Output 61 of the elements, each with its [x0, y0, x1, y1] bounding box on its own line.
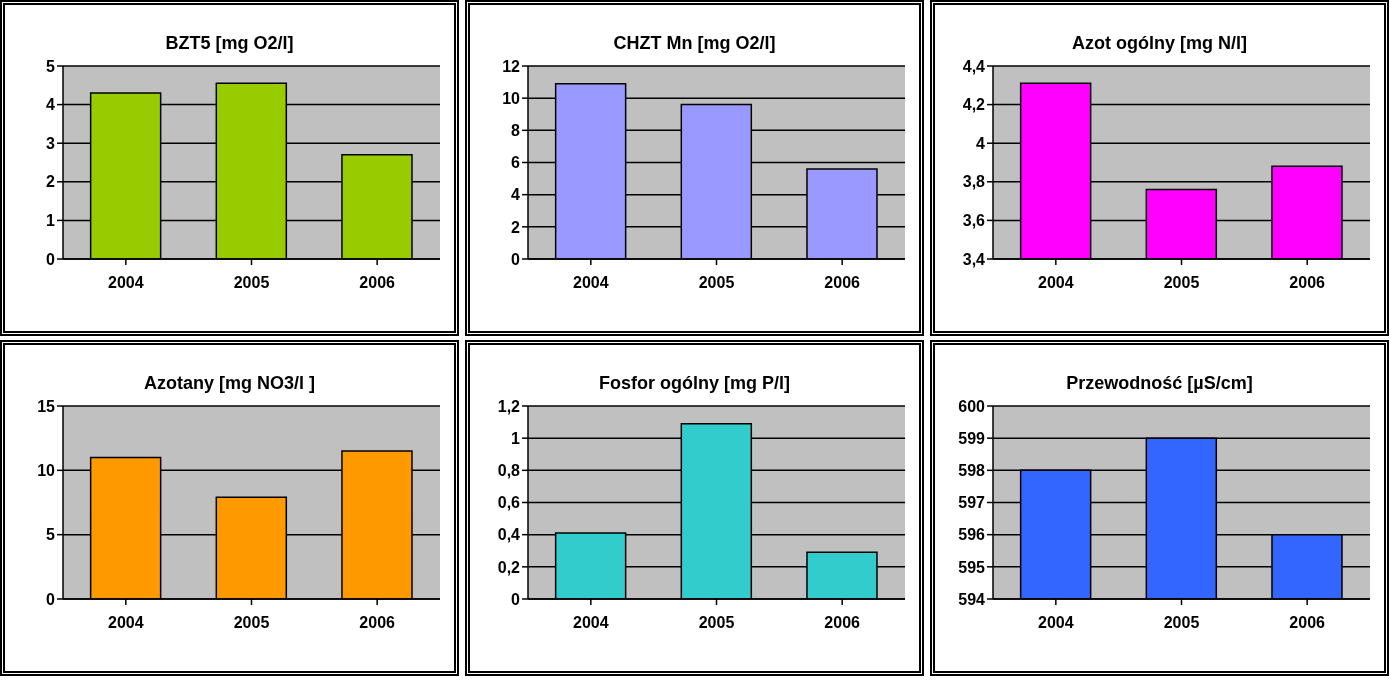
y-tick-label: 6 [511, 154, 521, 172]
x-tick-label: 2005 [1163, 614, 1200, 632]
x-tick-label: 2005 [698, 614, 735, 632]
y-tick-label: 598 [958, 462, 986, 480]
chart-title: BZT5 [mg O2/l] [164, 33, 295, 54]
x-tick-label: 2004 [1038, 274, 1074, 292]
chart-title: CHZT Mn [mg O2/l] [612, 33, 777, 54]
y-tick-label: 8 [511, 122, 521, 140]
x-tick-label: 2004 [1038, 614, 1074, 632]
y-tick-label: 3,8 [962, 173, 986, 191]
chart-title: Fosfor ogólny [mg P/l] [598, 373, 791, 394]
x-tick-label: 2006 [359, 274, 396, 292]
x-tick-label: 2006 [1289, 614, 1326, 632]
chart-title: Azot ogólny [mg N/l] [1071, 33, 1248, 54]
y-tick-label: 599 [958, 429, 986, 447]
y-tick-label: 0,4 [497, 526, 521, 544]
y-tick-label: 0,2 [497, 558, 521, 576]
y-tick-label: 12 [502, 57, 521, 75]
x-tick-label: 2004 [573, 274, 609, 292]
y-tick-label: 3,6 [962, 212, 986, 230]
y-tick-label: 0 [46, 250, 56, 268]
y-tick-label: 0 [511, 590, 521, 608]
y-tick-label: 5 [46, 526, 56, 544]
y-tick-label: 4 [976, 134, 986, 152]
x-tick-label: 2005 [233, 614, 270, 632]
x-tick-label: 2006 [824, 614, 861, 632]
y-tick-label: 4,2 [962, 96, 986, 114]
y-tick-label: 0 [511, 250, 521, 268]
y-tick-label: 4,4 [962, 57, 986, 75]
y-tick-label: 597 [958, 494, 986, 512]
chart-title: Azotany [mg NO3/l ] [143, 373, 316, 394]
x-tick-label: 2005 [233, 274, 270, 292]
x-tick-label: 2006 [824, 274, 861, 292]
y-tick-label: 2 [46, 173, 56, 191]
y-tick-label: 1 [511, 429, 521, 447]
y-tick-label: 4 [46, 96, 56, 114]
y-tick-label: 595 [958, 558, 986, 576]
y-tick-label: 3 [46, 134, 56, 152]
y-tick-label: 2 [511, 218, 521, 236]
y-tick-label: 0 [46, 590, 56, 608]
y-tick-label: 5 [46, 57, 56, 75]
y-tick-label: 15 [37, 397, 56, 415]
y-tick-label: 10 [37, 462, 56, 480]
x-tick-label: 2005 [698, 274, 735, 292]
x-tick-label: 2006 [1289, 274, 1326, 292]
y-tick-label: 1 [46, 212, 56, 230]
x-tick-label: 2004 [108, 614, 144, 632]
chart-title: Przewodność [µS/cm] [1065, 373, 1254, 394]
y-tick-label: 10 [502, 89, 521, 107]
y-tick-label: 4 [511, 186, 521, 204]
x-tick-label: 2004 [573, 614, 609, 632]
y-tick-label: 596 [958, 526, 986, 544]
y-tick-label: 0,6 [497, 494, 521, 512]
y-tick-label: 1,2 [497, 397, 521, 415]
y-tick-label: 3,4 [962, 250, 986, 268]
y-tick-label: 594 [958, 590, 986, 608]
x-tick-label: 2004 [108, 274, 144, 292]
x-tick-label: 2005 [1163, 274, 1200, 292]
y-tick-label: 600 [958, 397, 986, 415]
x-tick-label: 2006 [359, 614, 396, 632]
y-tick-label: 0,8 [497, 462, 521, 480]
